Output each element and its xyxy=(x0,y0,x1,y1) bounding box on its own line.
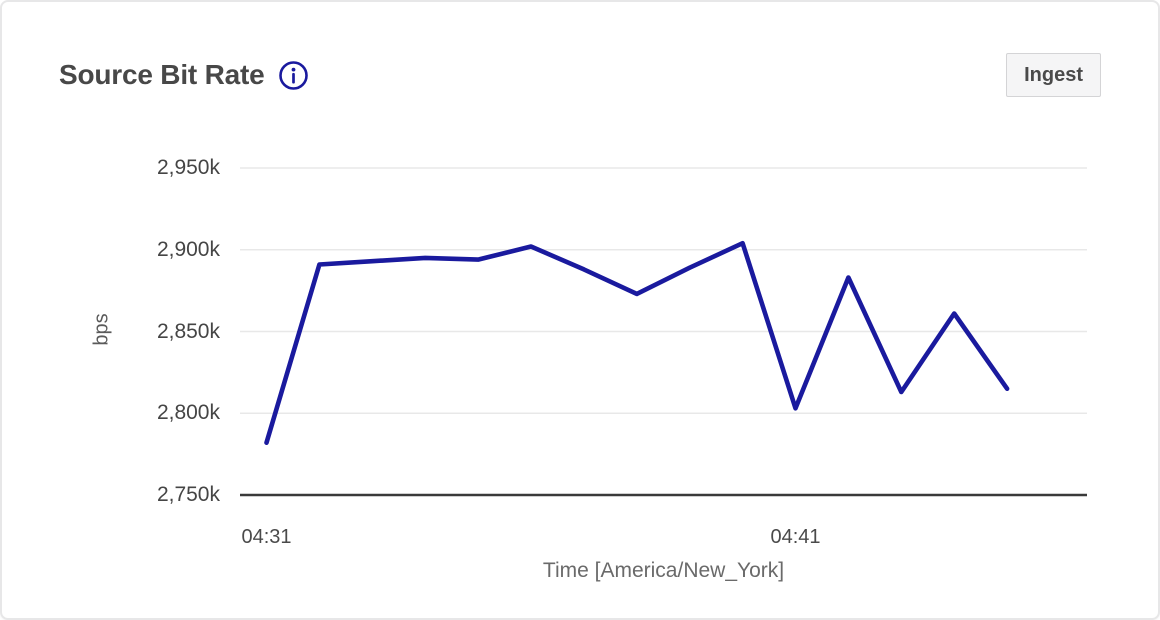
x-axis-title: Time [America/New_York] xyxy=(542,559,785,582)
y-tick-label: 2,900k xyxy=(156,237,220,261)
y-tick-label: 2,850k xyxy=(156,319,220,343)
info-circle-icon xyxy=(278,60,308,90)
y-tick-label: 2,800k xyxy=(156,401,220,425)
title-row: Source Bit Rate xyxy=(59,59,309,91)
ingest-button[interactable]: Ingest xyxy=(1006,53,1101,97)
y-tick-label: 2,950k xyxy=(156,156,220,179)
y-tick-label: 2,750k xyxy=(156,483,220,506)
x-tick-label: 04:31 xyxy=(241,526,292,548)
chart-header: Source Bit Rate Ingest xyxy=(59,53,1101,97)
page-title: Source Bit Rate xyxy=(59,59,265,90)
info-icon[interactable] xyxy=(278,60,309,91)
x-tick-label: 04:41 xyxy=(770,526,821,548)
bit-rate-line[interactable] xyxy=(264,240,1010,446)
